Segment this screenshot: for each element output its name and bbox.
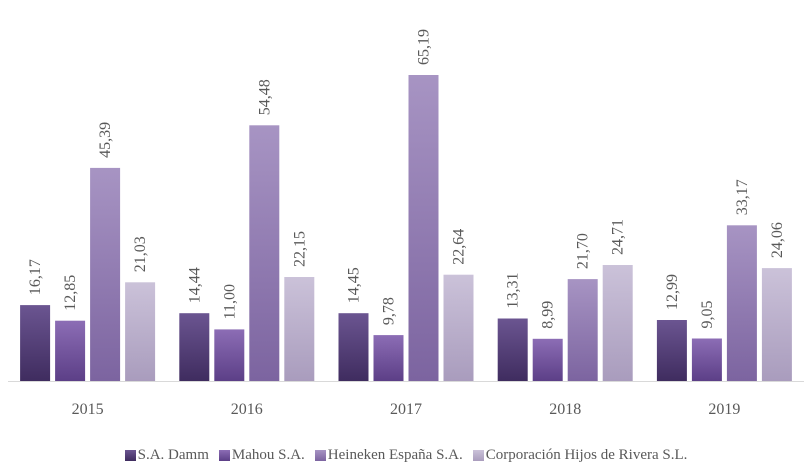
legend-item-series-2: Mahou S.A. [218,447,305,464]
x-tick-label-2018: 2018 [549,401,581,418]
legend-item-series-4: Corporación Hijos de Rivera S.L. [472,447,688,464]
x-tick-labels: 2015 2016 2017 2018 2019 [72,401,741,418]
bar-2016-series-4 [284,277,315,381]
data-label-2019-series-1: 12,99 [664,274,681,310]
bar-2016-series-1 [179,313,210,381]
data-label-2017-series-3: 65,19 [416,29,433,65]
data-label-2017-series-1: 14,45 [346,267,363,303]
data-label-2015-series-3: 45,39 [97,122,114,158]
bar-2016-series-3 [249,125,280,381]
legend-item-series-1: S.A. Damm [124,447,209,464]
x-tick-label-2016: 2016 [231,401,263,418]
data-label-2015-series-1: 16,17 [27,259,44,295]
data-label-2017-series-2: 9,78 [381,297,398,325]
bar-2019-series-1 [656,320,687,381]
bar-2015-series-1 [20,305,51,381]
x-tick-label-2017: 2017 [390,401,422,418]
data-label-2019-series-4: 24,06 [769,222,786,258]
legend: S.A. Damm Mahou S.A. Heineken España S.A. C… [0,447,812,464]
data-label-2018-series-2: 8,99 [540,301,557,329]
data-label-2015-series-4: 21,03 [132,236,149,272]
bar-2019-series-3 [726,225,757,381]
data-labels-layer: 16,17 12,85 45,39 21,03 14,44 11,00 54,48 22,15… [27,29,786,329]
legend-label: Mahou S.A. [231,447,305,463]
bar-2019-series-2 [691,338,722,381]
data-label-2016-series-3: 54,48 [256,79,273,115]
legend-label: Corporación Hijos de Rivera S.L. [485,447,688,463]
legend-swatch [124,450,136,461]
legend-label: S.A. Damm [137,447,209,463]
data-label-2015-series-2: 12,85 [62,275,79,311]
bar-2017-series-2 [373,335,404,381]
data-label-2016-series-1: 14,44 [186,267,203,303]
bar-2015-series-4 [125,282,156,381]
data-label-2018-series-4: 24,71 [610,219,627,255]
data-label-2019-series-3: 33,17 [734,179,751,215]
bar-2017-series-3 [408,75,439,381]
bar-2019-series-4 [761,268,792,381]
data-label-2018-series-3: 21,70 [575,233,592,269]
bar-2015-series-3 [90,167,121,381]
bar-2017-series-4 [443,274,474,381]
data-label-2019-series-2: 9,05 [699,301,716,329]
x-tick-label-2019: 2019 [708,401,740,418]
bar-2018-series-1 [497,318,528,381]
bar-2018-series-2 [532,338,563,381]
bar-2015-series-2 [55,320,86,381]
bar-2016-series-2 [214,329,245,381]
data-label-2016-series-4: 22,15 [291,231,308,267]
data-label-2016-series-2: 11,00 [221,284,238,319]
bar-2018-series-4 [602,265,633,381]
legend-swatch [314,450,326,461]
legend-swatch [218,450,230,461]
legend-label: Heineken España S.A. [327,447,463,463]
legend-item-series-3: Heineken España S.A. [314,447,463,464]
bar-2017-series-1 [338,313,369,381]
bar-2018-series-3 [567,279,598,381]
data-label-2017-series-4: 22,64 [451,229,468,265]
bars-layer [20,75,792,381]
x-tick-label-2015: 2015 [72,401,104,418]
legend-swatch [472,450,484,461]
data-label-2018-series-1: 13,31 [505,273,522,309]
